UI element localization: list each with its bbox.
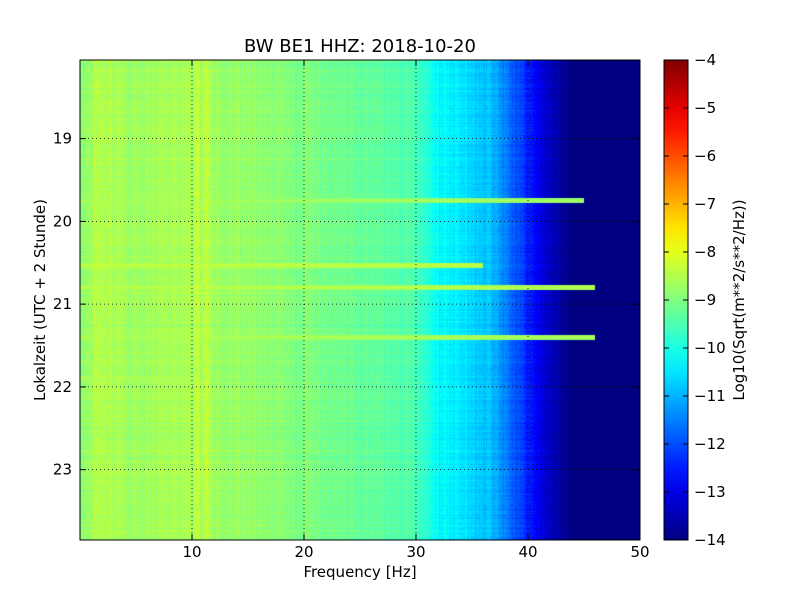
plot-area: 10 20 30 40 50 19 20 21 22 23 [53,59,650,561]
y-tick-label: 21 [53,295,72,313]
plot-frame [79,59,641,541]
colorbar-ticks: −4 −5 −6 −7 −8 −9 −10 −11 −12 −13 −14 [664,51,726,549]
colorbar-label: Log10(Sqrt(m**2/s**2/Hz)) [730,199,748,400]
colorbar-tick-label: −9 [694,291,716,309]
chart-title: BW BE1 HHZ: 2018-10-20 [244,36,476,57]
y-axis-ticks: 19 20 21 22 23 [53,130,640,479]
colorbar-tick-label: −6 [694,147,716,165]
colorbar: −4 −5 −6 −7 −8 −9 −10 −11 −12 −13 −14 Log10(Sqrt(m… [663,51,748,549]
y-tick-label: 19 [53,130,72,148]
y-tick-label: 20 [53,212,72,230]
x-tick-label: 50 [630,543,649,561]
x-axis-label: Frequency [Hz] [303,563,416,581]
y-tick-label: 22 [53,378,72,396]
x-tick-label: 10 [182,543,201,561]
spectrogram-heatmap [80,60,640,540]
colorbar-tick-label: −8 [694,243,716,261]
colorbar-tick-label: −12 [694,435,726,453]
y-axis-label: Lokalzeit (UTC + 2 Stunde) [31,199,49,401]
colorbar-tick-label: −4 [694,51,716,69]
x-tick-label: 30 [406,543,425,561]
colorbar-tick-label: −10 [694,339,726,357]
grid-lines [80,60,640,540]
colorbar-tick-label: −11 [694,387,726,405]
x-axis-ticks: 10 20 30 40 50 [182,60,650,561]
colorbar-tick-label: −14 [694,531,726,549]
x-tick-label: 40 [518,543,537,561]
colorbar-tick-label: −7 [694,195,716,213]
y-tick-label: 23 [53,461,72,479]
x-tick-label: 20 [294,543,313,561]
colorbar-tick-label: −13 [694,483,726,501]
colorbar-tick-label: −5 [694,99,716,117]
